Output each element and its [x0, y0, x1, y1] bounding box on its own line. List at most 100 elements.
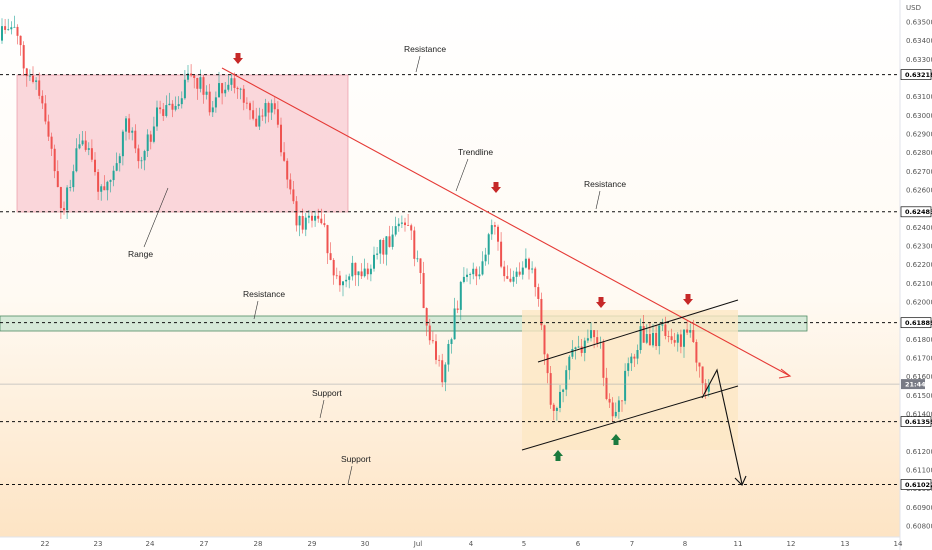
candle-body [190, 73, 193, 76]
candles-layer [1, 15, 710, 423]
candle [115, 152, 118, 172]
level-tag-label: 0.61889 [905, 319, 932, 327]
candle-body [252, 110, 255, 119]
x-axis-labels: 22 23 24 27 28 29 30 Jul 4 5 6 7 8 11 12 13 14 [41, 540, 903, 548]
candle-body [391, 234, 394, 247]
candle [382, 237, 385, 264]
candle-body [295, 201, 298, 226]
candle-body [69, 187, 72, 188]
candle-body [490, 225, 493, 235]
candle [673, 332, 676, 347]
x-tick-label: 7 [630, 540, 634, 548]
candle [25, 67, 28, 87]
candle-body [580, 346, 583, 353]
candle-body [332, 259, 335, 276]
candle [149, 130, 152, 150]
candle-body [661, 324, 664, 326]
projection-path[interactable] [701, 368, 743, 485]
candle-body [131, 130, 134, 133]
candle [537, 283, 540, 307]
candle [103, 175, 106, 191]
candle-body [152, 126, 155, 142]
candle [44, 95, 47, 125]
candle [323, 214, 326, 228]
price-axis[interactable] [900, 0, 932, 550]
candle-body [574, 347, 577, 350]
support-label-2-pointer [347, 465, 353, 485]
candle [469, 272, 472, 285]
candle [16, 24, 19, 45]
candle-body [608, 398, 611, 403]
candle [81, 130, 84, 146]
candle-body [125, 118, 127, 132]
candle [35, 77, 38, 90]
time-axis[interactable] [0, 537, 932, 550]
candle-body [193, 75, 196, 78]
candle-body [571, 349, 574, 357]
candle-body [13, 26, 16, 28]
candle [441, 353, 444, 388]
candle-body [345, 279, 348, 282]
candle [332, 258, 335, 285]
candle [261, 108, 264, 121]
candle [100, 184, 103, 201]
candle [543, 324, 546, 365]
candle-body [261, 115, 264, 117]
candle-body [199, 77, 202, 89]
candle [140, 156, 143, 169]
candle-body [555, 407, 558, 411]
candle-body [670, 336, 673, 341]
candle-body [44, 103, 47, 122]
candle [577, 335, 580, 348]
candle-body [537, 287, 540, 299]
candle-body [373, 254, 375, 269]
candle-body [264, 103, 267, 117]
candle-body [416, 258, 419, 260]
candle [583, 337, 586, 362]
candle-body [648, 334, 651, 346]
candle-body [586, 338, 589, 341]
candle [503, 260, 506, 282]
candle-body [394, 226, 397, 235]
candle-body [450, 339, 453, 344]
candle-body [112, 170, 115, 181]
candle-body [100, 186, 103, 192]
candle-body [642, 326, 645, 343]
candle-body [549, 373, 552, 405]
candle-body [187, 73, 189, 80]
current-time-tag-label: 21:44 [905, 380, 926, 388]
candle-body [369, 268, 372, 275]
candle-body [258, 115, 261, 127]
candle [621, 400, 623, 412]
range-box[interactable] [16, 74, 349, 213]
candle [366, 262, 369, 280]
candle-body [466, 274, 468, 277]
candle-body [410, 225, 413, 231]
candle [162, 102, 165, 121]
trendline[interactable] [221, 67, 791, 377]
candle-body [363, 268, 366, 277]
candle [224, 82, 227, 97]
candle-body [63, 208, 65, 211]
up-arrow-icon [611, 434, 621, 445]
candle-body [444, 364, 447, 383]
channel-upper-line[interactable] [537, 299, 739, 363]
channel-lower-line[interactable] [521, 385, 739, 451]
candle [22, 41, 25, 76]
candle-body [577, 346, 580, 348]
x-tick-label: 27 [200, 540, 209, 548]
candle-body [596, 337, 599, 344]
candle-body [140, 160, 143, 162]
down-arrow-icon [683, 294, 693, 305]
candle [596, 330, 599, 348]
candle-body [397, 223, 400, 227]
candle [143, 149, 146, 171]
candle [90, 139, 93, 163]
